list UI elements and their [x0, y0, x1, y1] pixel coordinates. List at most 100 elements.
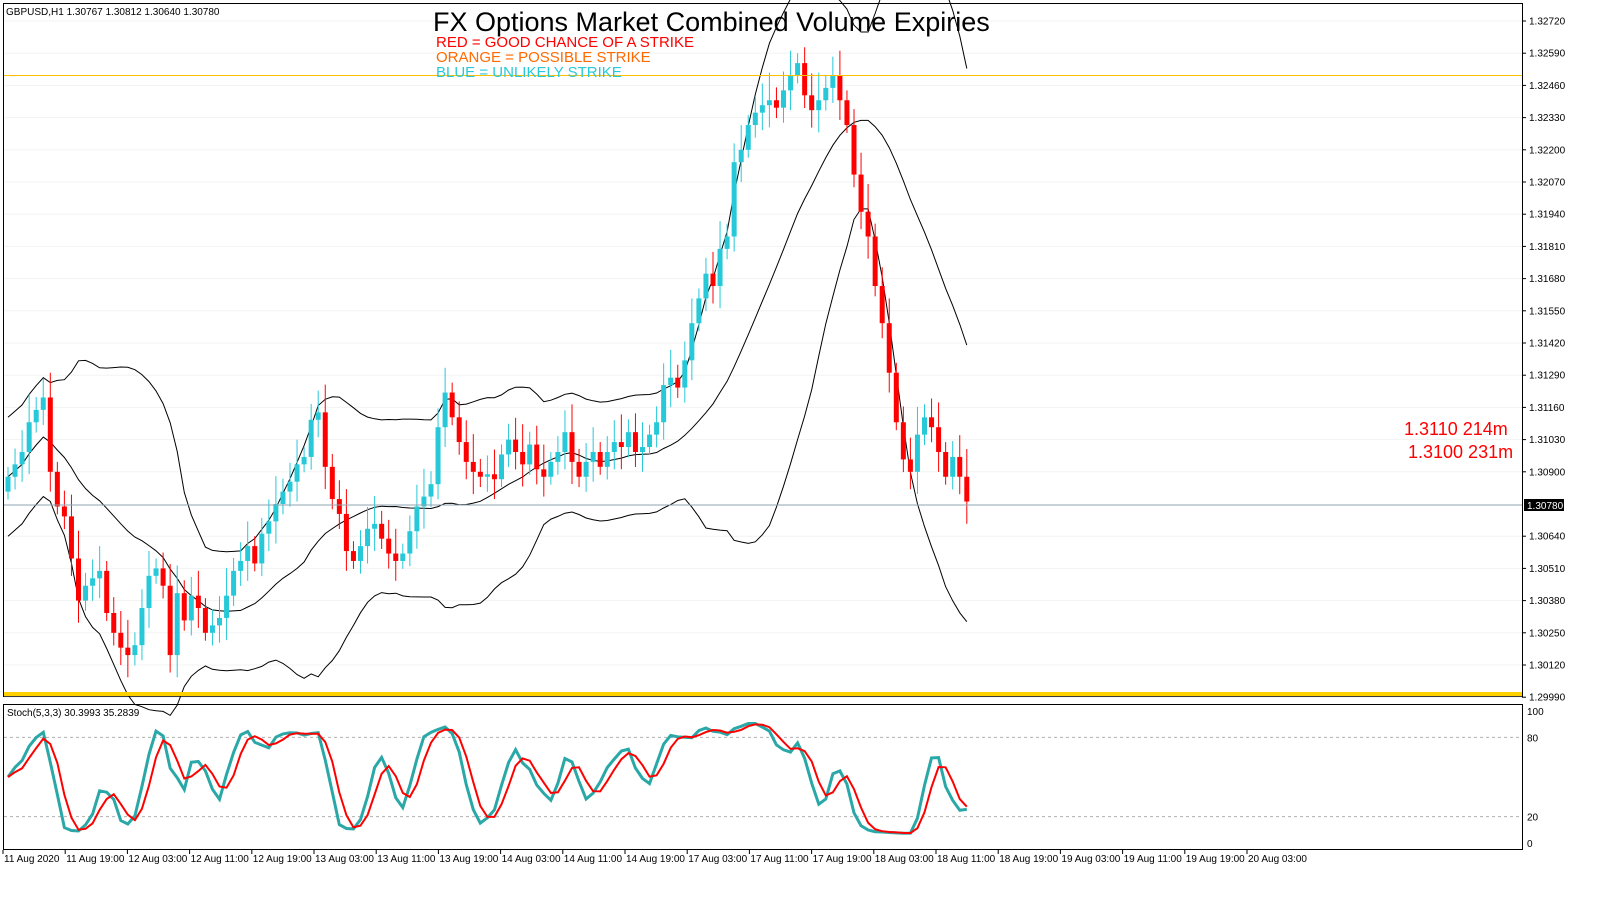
candle-body[interactable]	[773, 100, 779, 108]
candle-body[interactable]	[929, 417, 935, 428]
candle-body[interactable]	[809, 95, 815, 111]
candle-body[interactable]	[449, 392, 455, 418]
candle-body[interactable]	[668, 377, 674, 386]
candle-body[interactable]	[315, 412, 321, 420]
candle-body[interactable]	[118, 632, 124, 648]
candle-body[interactable]	[343, 513, 349, 552]
candle-body[interactable]	[294, 464, 300, 482]
candle-body[interactable]	[188, 595, 194, 621]
candle-body[interactable]	[301, 456, 307, 465]
candle-body[interactable]	[5, 476, 11, 492]
candle-body[interactable]	[407, 531, 413, 554]
candle-body[interactable]	[957, 456, 963, 477]
candle-body[interactable]	[900, 422, 906, 460]
candle-body[interactable]	[273, 504, 279, 522]
candle-body[interactable]	[731, 162, 737, 237]
candle-body[interactable]	[217, 617, 222, 626]
candle-body[interactable]	[604, 451, 610, 467]
candle-body[interactable]	[597, 451, 603, 467]
candle-body[interactable]	[802, 63, 808, 96]
candle-body[interactable]	[576, 461, 582, 477]
candle-body[interactable]	[386, 538, 392, 554]
candle-body[interactable]	[358, 546, 363, 561]
candle-body[interactable]	[830, 75, 836, 88]
candle-body[interactable]	[139, 608, 145, 646]
candle-body[interactable]	[527, 444, 533, 465]
candle-body[interactable]	[647, 434, 653, 448]
candle-body[interactable]	[513, 439, 519, 452]
candle-body[interactable]	[393, 553, 399, 561]
candle-body[interactable]	[844, 100, 850, 126]
candle-body[interactable]	[435, 427, 441, 485]
candle-body[interactable]	[618, 442, 624, 448]
candle-body[interactable]	[499, 454, 504, 480]
candle-body[interactable]	[153, 568, 159, 576]
candle-body[interactable]	[520, 451, 526, 465]
candle-body[interactable]	[759, 105, 765, 113]
candle-body[interactable]	[421, 496, 427, 507]
candle-body[interactable]	[90, 578, 96, 586]
candle-body[interactable]	[372, 523, 378, 529]
candle-body[interactable]	[365, 528, 371, 547]
candle-body[interactable]	[781, 90, 786, 108]
candle-body[interactable]	[654, 422, 660, 435]
candle-body[interactable]	[202, 608, 208, 633]
candle-body[interactable]	[696, 298, 702, 324]
candle-body[interactable]	[590, 451, 596, 462]
candlestick-series[interactable]	[5, 47, 970, 678]
candle-body[interactable]	[886, 323, 892, 373]
candle-body[interactable]	[816, 100, 822, 111]
candle-body[interactable]	[280, 491, 286, 504]
candle-body[interactable]	[456, 417, 462, 443]
candle-body[interactable]	[703, 273, 709, 299]
candle-body[interactable]	[766, 100, 772, 106]
candle-body[interactable]	[160, 568, 166, 586]
candle-body[interactable]	[336, 499, 342, 514]
candle-body[interactable]	[548, 461, 554, 477]
candle-body[interactable]	[907, 459, 913, 472]
candle-body[interactable]	[76, 558, 81, 601]
candle-body[interactable]	[428, 484, 434, 497]
candle-body[interactable]	[611, 442, 617, 452]
candle-body[interactable]	[54, 471, 60, 507]
candle-body[interactable]	[40, 397, 46, 410]
candle-body[interactable]	[682, 360, 688, 388]
candle-body[interactable]	[541, 469, 547, 477]
candle-body[interactable]	[195, 595, 201, 609]
candle-body[interactable]	[632, 432, 638, 452]
candle-body[interactable]	[950, 456, 956, 477]
candle-body[interactable]	[625, 432, 631, 448]
candle-body[interactable]	[379, 523, 385, 539]
candle-body[interactable]	[322, 412, 328, 467]
candle-body[interactable]	[872, 236, 878, 287]
candle-body[interactable]	[104, 570, 110, 613]
candle-body[interactable]	[964, 476, 970, 502]
candle-body[interactable]	[19, 451, 25, 465]
candle-body[interactable]	[752, 112, 758, 126]
candle-body[interactable]	[689, 323, 695, 361]
candle-body[interactable]	[879, 286, 885, 324]
candle-body[interactable]	[477, 471, 483, 477]
candle-body[interactable]	[68, 516, 74, 559]
candle-body[interactable]	[47, 397, 53, 472]
candle-body[interactable]	[936, 427, 942, 452]
candle-body[interactable]	[837, 75, 843, 101]
candle-body[interactable]	[350, 551, 356, 561]
candle-body[interactable]	[33, 409, 39, 423]
candle-body[interactable]	[259, 533, 265, 564]
candle-body[interactable]	[914, 434, 920, 472]
candle-body[interactable]	[506, 439, 512, 455]
candle-body[interactable]	[724, 236, 730, 249]
candle-body[interactable]	[231, 570, 237, 596]
candle-body[interactable]	[329, 466, 335, 500]
candle-body[interactable]	[484, 474, 490, 477]
candle-body[interactable]	[414, 506, 420, 532]
candle-body[interactable]	[675, 377, 681, 388]
candle-body[interactable]	[125, 647, 131, 656]
candle-body[interactable]	[491, 474, 497, 480]
candle-body[interactable]	[463, 442, 469, 462]
candle-body[interactable]	[562, 432, 568, 452]
candle-body[interactable]	[583, 461, 589, 477]
candle-body[interactable]	[823, 87, 829, 101]
candle-body[interactable]	[146, 575, 152, 609]
